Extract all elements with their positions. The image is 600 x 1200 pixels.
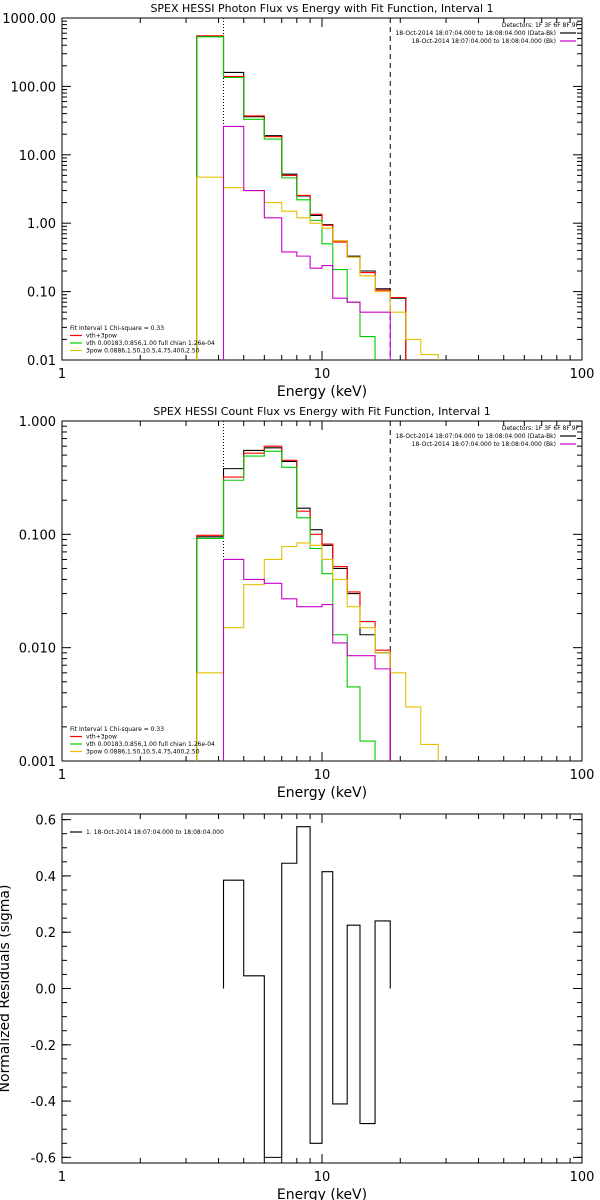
chart-panel-3: 1 10 100 Energy (keV) -0.6 -0.4 -0.2 0.0 0.2 0.4 0…: [0, 813, 595, 1200]
legend-left-label: vth+3pow: [86, 333, 117, 340]
y-tick-label: -0.4: [31, 1095, 56, 1110]
x-axis-label: Energy (keV): [277, 384, 367, 400]
series-bk: [222, 558, 391, 761]
chart-title: SPEX HESSI Photon Flux vs Energy with Fi…: [150, 2, 493, 15]
x-tick-label: 100: [570, 367, 595, 382]
x-tick-label: 10: [314, 768, 331, 783]
series-data-bk: [196, 35, 407, 360]
series-data-bk: [196, 447, 391, 761]
legend-left-label: vth 0.00183,0.856,1.00 full chian 1.26e-…: [86, 741, 215, 748]
legend-left-label: 1. 18-Oct-2014 18:07:04.000 to 18:08:04.…: [86, 829, 224, 836]
x-tick-label: 1: [58, 1170, 66, 1185]
legend-left-header: Fit Interval 1 Chi-square = 0.33: [70, 726, 164, 733]
legend-right-label: 18-Oct-2014 18:07:04.000 to 18:08:04.000…: [395, 30, 556, 37]
y-tick-label: 0.100: [19, 528, 56, 543]
chart-panel-2: SPEX HESSI Count Flux vs Energy with Fit…: [19, 405, 595, 801]
y-tick-label: 0.01: [27, 354, 56, 369]
y-tick-label: 100.00: [11, 80, 57, 95]
series-residuals: [222, 826, 391, 1158]
legend-left-label: vth 0.00183,0.856,1.00 full chian 1.26e-…: [86, 340, 215, 347]
y-tick-label: 0.001: [19, 755, 56, 770]
y-axis-label: Normalized Residuals (sigma): [0, 885, 13, 1093]
y-tick-label: 0.4: [35, 870, 56, 885]
legend-left-header: Fit Interval 1 Chi-square = 0.33: [70, 325, 164, 332]
x-tick-label: 10: [314, 367, 331, 382]
legend-left-label: 3pow 0.0886,1.50,10.5,4.75,400,2.50: [86, 749, 200, 756]
series-vth-3pow: [196, 445, 391, 761]
x-axis-label: Energy (keV): [277, 785, 367, 801]
y-tick-label: 1000.00: [2, 12, 56, 27]
detectors-text: Detectors: 1F 3F 6F 8F 9F: [502, 22, 580, 29]
series-vth-3pow: [196, 35, 407, 360]
chart-title: SPEX HESSI Count Flux vs Energy with Fit…: [153, 405, 490, 418]
y-tick-label: 0.2: [35, 926, 56, 941]
x-axis-label: Energy (keV): [277, 1187, 367, 1200]
legend-right-label: 18-Oct-2014 18:07:04.000 to 18:08:04.000…: [412, 441, 556, 448]
x-tick-label: 1: [58, 768, 66, 783]
y-tick-label: 0.010: [19, 642, 56, 657]
series-3pow: [196, 542, 439, 761]
y-tick-label: -0.6: [31, 1151, 56, 1166]
plot-frame: [61, 420, 583, 762]
legend-right-label: 18-Oct-2014 18:07:04.000 to 18:08:04.000…: [395, 433, 556, 440]
legend-right-label: 18-Oct-2014 18:07:04.000 to 18:08:04.000…: [412, 38, 556, 45]
y-tick-label: 0.10: [27, 286, 56, 301]
chart-panel-1: SPEX HESSI Photon Flux vs Energy with Fi…: [2, 2, 594, 400]
plot-frame: [61, 17, 583, 361]
x-tick-label: 100: [570, 1170, 595, 1185]
y-tick-label: 0.0: [35, 983, 56, 998]
x-tick-label: 10: [314, 1170, 331, 1185]
y-tick-label: 1.000: [19, 415, 56, 430]
y-tick-label: 10.00: [19, 149, 56, 164]
y-tick-label: -0.2: [31, 1039, 56, 1054]
x-tick-label: 1: [58, 367, 66, 382]
legend-left-label: 3pow 0.0886,1.50,10.5,4.75,400,2.50: [86, 348, 200, 355]
detectors-text: Detectors: 1F 3F 6F 8F 9F: [502, 425, 580, 432]
x-tick-label: 100: [570, 768, 595, 783]
legend-left-label: vth+3pow: [86, 734, 117, 741]
series-bk: [222, 125, 391, 360]
series-vth: [196, 450, 376, 761]
y-tick-label: 1.00: [27, 217, 56, 232]
y-tick-label: 0.6: [35, 814, 56, 829]
